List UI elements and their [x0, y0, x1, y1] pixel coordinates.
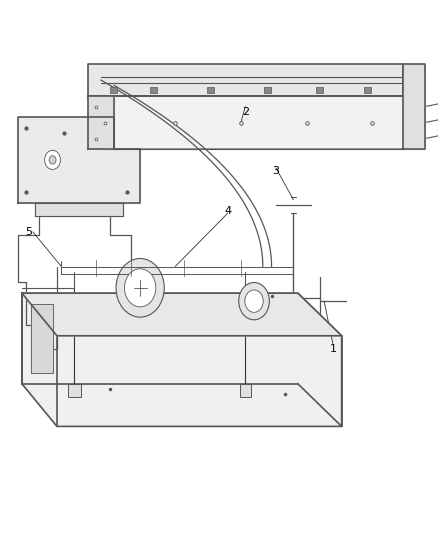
Polygon shape	[22, 293, 342, 336]
Text: 3: 3	[272, 166, 279, 175]
Bar	[207, 87, 214, 93]
Circle shape	[124, 269, 156, 307]
Bar	[316, 87, 323, 93]
Circle shape	[116, 259, 164, 317]
Polygon shape	[35, 203, 123, 216]
Circle shape	[45, 150, 60, 169]
Polygon shape	[88, 96, 425, 149]
Circle shape	[239, 282, 269, 320]
Polygon shape	[31, 304, 53, 373]
Polygon shape	[22, 293, 342, 426]
Circle shape	[245, 290, 263, 312]
Bar	[150, 87, 157, 93]
Bar	[364, 87, 371, 93]
Text: 5: 5	[25, 227, 32, 237]
Polygon shape	[88, 64, 403, 96]
Polygon shape	[403, 64, 425, 149]
Bar	[68, 384, 81, 397]
Polygon shape	[18, 117, 140, 203]
Circle shape	[49, 156, 56, 164]
Text: 1: 1	[329, 344, 336, 354]
Bar	[264, 87, 271, 93]
Bar	[240, 384, 251, 397]
Polygon shape	[88, 96, 114, 149]
Bar	[110, 87, 117, 93]
Text: 2: 2	[242, 107, 249, 117]
Text: 4: 4	[224, 206, 231, 215]
